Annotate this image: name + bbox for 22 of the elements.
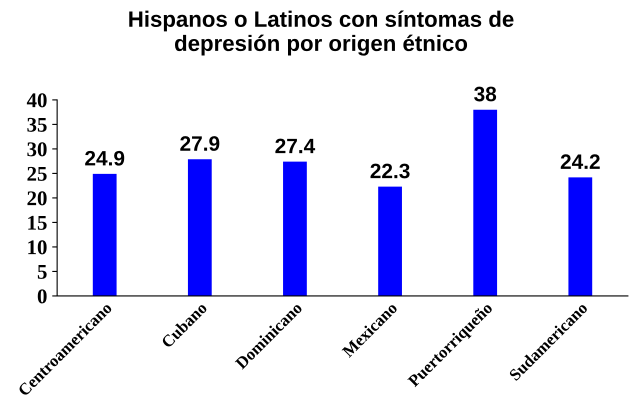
data-label: 27.9 bbox=[180, 136, 220, 151]
bar bbox=[188, 159, 212, 296]
data-label: 22.3 bbox=[370, 164, 410, 178]
data-label: 24.2 bbox=[560, 154, 600, 169]
y-tick-label: 40 bbox=[26, 93, 47, 108]
data-label: 27.4 bbox=[275, 138, 316, 154]
bar bbox=[473, 110, 498, 296]
bar bbox=[568, 177, 592, 296]
y-tick-label: 25 bbox=[27, 166, 47, 181]
bar bbox=[283, 162, 307, 296]
y-tick-label: 15 bbox=[28, 216, 47, 230]
y-tick-label: 35 bbox=[27, 118, 47, 132]
y-tick-label: 5 bbox=[38, 265, 47, 279]
data-label: 24.9 bbox=[85, 150, 124, 166]
y-tick-label: 0 bbox=[38, 289, 47, 304]
bar bbox=[92, 174, 117, 296]
y-tick-label: 30 bbox=[27, 142, 47, 156]
chart-title: Hispanos o Latinos con síntomas de depresión por origen étnico bbox=[129, 10, 514, 56]
y-tick-label: 20 bbox=[27, 191, 47, 206]
data-label: 38 bbox=[474, 86, 496, 102]
y-tick-label: 10 bbox=[28, 240, 47, 254]
bar bbox=[378, 186, 402, 296]
